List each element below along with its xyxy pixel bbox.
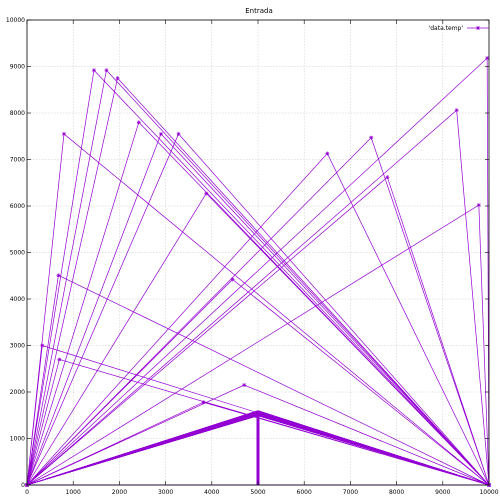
data-point: [104, 68, 109, 73]
x-tick-label: 9000: [435, 489, 450, 496]
data-point: [115, 76, 120, 81]
data-point: [454, 108, 459, 113]
y-tick-label: 10000: [6, 17, 25, 24]
y-tick-label: 7000: [10, 157, 25, 164]
y-tick-label: 1000: [10, 436, 25, 443]
data-point: [61, 131, 66, 136]
data-point: [56, 273, 61, 278]
data-point: [176, 131, 181, 136]
y-tick-label: 8000: [10, 110, 25, 117]
legend: 'data.temp': [429, 25, 489, 32]
data-point: [476, 203, 481, 208]
data-point: [204, 191, 209, 196]
data-point: [40, 343, 45, 348]
data-point: [57, 357, 62, 362]
chart-title: Entrada: [245, 7, 273, 15]
data-point: [230, 277, 235, 282]
y-tick-label: 0: [21, 482, 25, 489]
x-tick-label: 5000: [250, 489, 265, 496]
data-point: [91, 68, 96, 73]
data-point: [385, 175, 390, 180]
y-tick-label: 2000: [10, 389, 25, 396]
y-axis-ticks: 0 1000 2000 3000 4000 5000 6000 7000 8000 9000 100…: [6, 17, 489, 489]
data-point: [485, 56, 490, 61]
legend-swatch-point: [476, 26, 480, 30]
x-tick-label: 7000: [343, 489, 358, 496]
data-point: [136, 120, 141, 125]
x-tick-label: 0: [25, 489, 29, 496]
data-point: [325, 151, 330, 156]
y-tick-label: 6000: [10, 203, 25, 210]
y-tick-label: 5000: [10, 250, 25, 257]
x-tick-label: 10000: [479, 489, 498, 496]
data-point: [369, 135, 374, 140]
legend-label: 'data.temp': [429, 25, 464, 32]
x-tick-label: 6000: [297, 489, 312, 496]
y-tick-label: 3000: [10, 343, 25, 350]
data-point: [242, 383, 247, 388]
y-tick-label: 4000: [10, 296, 25, 303]
x-tick-label: 2000: [112, 489, 127, 496]
x-tick-label: 8000: [389, 489, 404, 496]
x-tick-label: 3000: [158, 489, 173, 496]
x-axis-ticks: 0 1000 2000 3000 4000 5000 6000 7000 8000 9000 100…: [25, 20, 499, 496]
x-tick-label: 1000: [66, 489, 81, 496]
data-point: [201, 400, 206, 405]
grid-lines: [27, 20, 489, 485]
data-point: [158, 131, 163, 136]
fan-center-band: [256, 410, 260, 485]
x-tick-label: 4000: [204, 489, 219, 496]
y-tick-label: 9000: [10, 64, 25, 71]
